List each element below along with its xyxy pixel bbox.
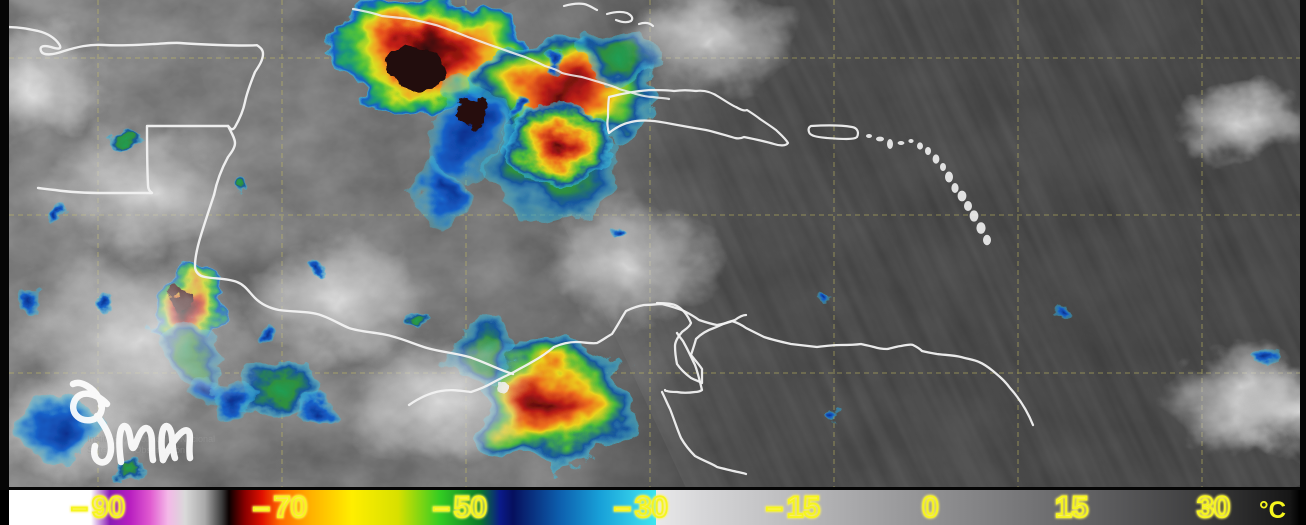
svg-text:30: 30 <box>1197 491 1230 524</box>
svg-text:–50: –50 <box>433 491 487 524</box>
svg-text:°C: °C <box>1259 497 1286 524</box>
svg-text:–90: –90 <box>71 491 125 524</box>
svg-text:–30: –30 <box>614 491 668 524</box>
svg-text:0: 0 <box>922 491 939 524</box>
svg-text:–70: –70 <box>253 491 307 524</box>
svg-text:–15: –15 <box>766 491 820 524</box>
svg-text:15: 15 <box>1055 491 1088 524</box>
